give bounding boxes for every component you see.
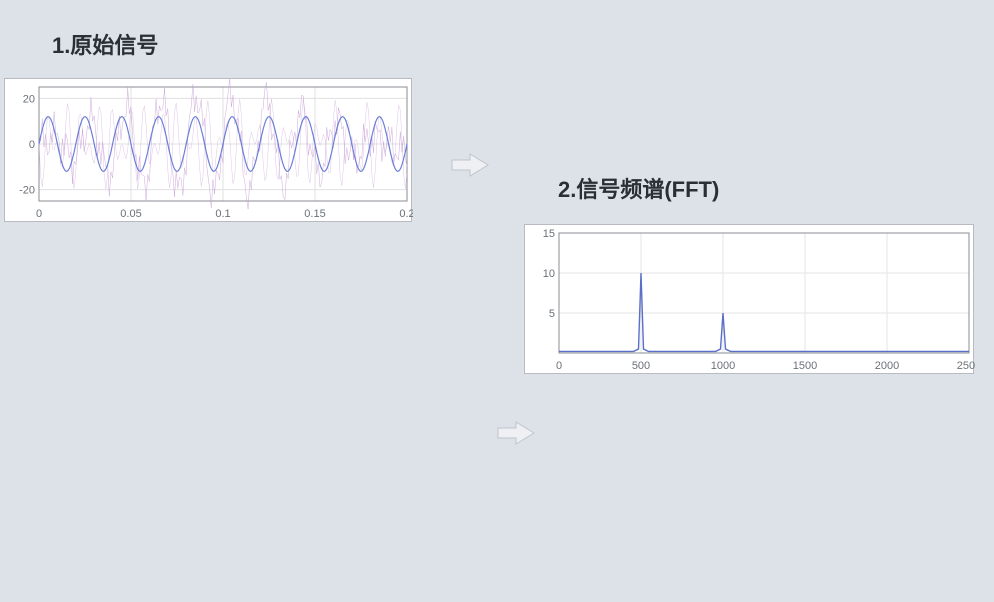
- svg-text:5: 5: [549, 308, 555, 320]
- svg-text:0.15: 0.15: [304, 208, 325, 220]
- svg-text:2500: 2500: [957, 360, 975, 372]
- svg-text:2000: 2000: [875, 360, 899, 372]
- svg-text:0.2: 0.2: [399, 208, 413, 220]
- panel-1-title: 1.原始信号: [52, 28, 158, 60]
- svg-text:0: 0: [29, 139, 35, 151]
- chart-original-signal: -2002000.050.10.150.2: [4, 78, 412, 222]
- arrow-icon: [450, 150, 490, 180]
- svg-text:20: 20: [23, 93, 35, 105]
- chart-fft-spectrum: 5 10 15 0 500 1000 1500 2000 2500: [524, 224, 974, 374]
- svg-text:0: 0: [36, 208, 42, 220]
- svg-text:-20: -20: [19, 185, 35, 197]
- page-root: 1.原始信号 -2002000.050.10.150.2 2.信号频谱(FFT)…: [0, 0, 994, 602]
- svg-text:0: 0: [556, 360, 562, 372]
- svg-text:15: 15: [543, 228, 555, 240]
- svg-text:500: 500: [632, 360, 650, 372]
- svg-text:0.1: 0.1: [215, 208, 230, 220]
- svg-text:1000: 1000: [711, 360, 735, 372]
- svg-text:1500: 1500: [793, 360, 817, 372]
- svg-text:10: 10: [543, 268, 555, 280]
- svg-text:0.05: 0.05: [120, 208, 141, 220]
- panel-2-title: 2.信号频谱(FFT): [558, 172, 719, 204]
- arrow-icon: [496, 418, 536, 448]
